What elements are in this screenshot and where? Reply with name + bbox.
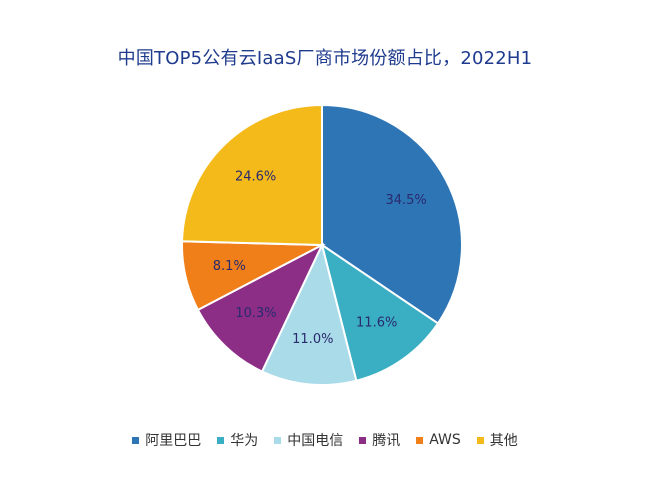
pie-slice-2 [260, 242, 358, 386]
legend-item-4: AWS [416, 432, 461, 448]
pie-labels: 34.5% 11.6% 11.0% 10.3% 8.1% 24.6% [213, 169, 427, 347]
legend-label: 华为 [230, 433, 259, 449]
legend-item-3: 腾讯 [359, 430, 400, 450]
legend: 阿里巴巴 华为 中国电信 腾讯 AWS 其他 [0, 428, 650, 452]
legend-swatch [132, 436, 140, 444]
legend-label: 中国电信 [287, 433, 344, 449]
pie-slice-label-0: 34.5% [385, 193, 426, 208]
legend-item-0: 阿里巴巴 [132, 430, 201, 450]
pie-slice-5 [181, 103, 323, 247]
legend-swatch [476, 436, 484, 444]
pie-slices [181, 103, 463, 386]
legend-label: 其他 [489, 433, 518, 449]
pie-slice-1 [320, 242, 440, 382]
legend-swatch [416, 436, 424, 444]
pie-slice-label-3: 10.3% [235, 306, 276, 321]
chart-title: 中国TOP5公有云IaaS厂商市场份额占比，2022H1 [117, 48, 533, 69]
legend-label: 阿里巴巴 [145, 433, 202, 449]
legend-item-1: 华为 [217, 430, 258, 450]
pie-slice-0 [321, 103, 463, 325]
pie-slice-label-5: 24.6% [235, 169, 276, 184]
pie-slice-label-1: 11.6% [356, 315, 397, 330]
legend-swatch [274, 436, 282, 444]
legend-swatch [217, 436, 225, 444]
legend-item-5: 其他 [476, 430, 518, 450]
legend-label: AWS [429, 432, 461, 448]
legend-label: 腾讯 [372, 433, 401, 449]
legend-swatch [359, 436, 367, 444]
legend-item-2: 中国电信 [274, 430, 343, 450]
pie-slice-3 [196, 242, 325, 373]
pie-slice-label-4: 8.1% [213, 259, 246, 274]
pie-slice-label-2: 11.0% [292, 332, 333, 347]
